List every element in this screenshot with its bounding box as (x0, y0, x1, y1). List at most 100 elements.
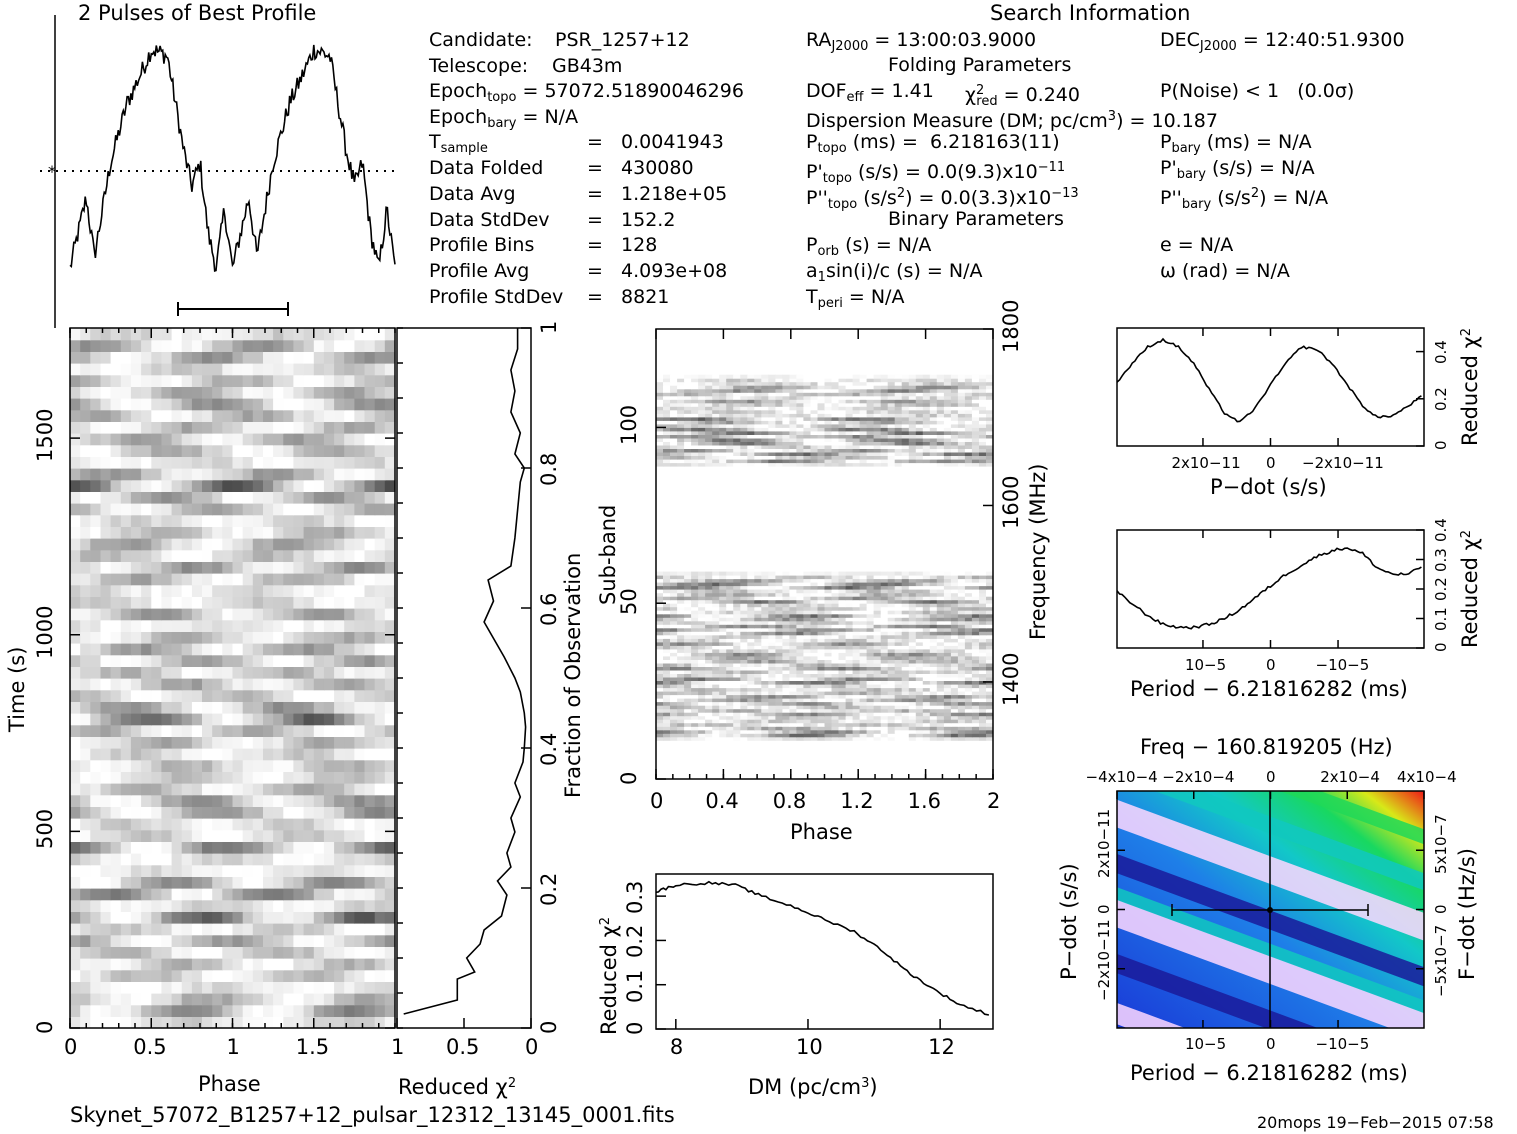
heatmap-cell (243, 573, 254, 585)
heatmap-cell (314, 1005, 325, 1017)
heatmap-cell (853, 438, 861, 442)
heatmap-cell (803, 663, 811, 667)
heatmap-cell (839, 702, 847, 706)
heatmap-cell (121, 573, 132, 585)
heatmap-cell (202, 468, 213, 480)
heatmap-cell (803, 607, 811, 611)
heatmap-cell (867, 420, 875, 424)
heatmap-cell (796, 431, 804, 435)
heatmap-cell (293, 433, 304, 445)
heatmap-cell (775, 600, 783, 604)
heatmap-cell (888, 424, 896, 428)
heatmap-cell (691, 610, 699, 614)
heatmap-cell (375, 725, 386, 737)
heatmap-cell (677, 593, 685, 597)
heatmap-cell (944, 656, 952, 660)
heatmap-cell (853, 610, 861, 614)
heatmap-cell (293, 795, 304, 807)
heatmap-cell (131, 515, 142, 527)
heatmap-cell (273, 818, 284, 830)
heatmap-cell (930, 417, 938, 421)
heatmap-cell (202, 841, 213, 853)
heatmap-cell (365, 433, 376, 445)
heatmap-cell (754, 723, 762, 727)
heatmap-cell (705, 445, 713, 449)
heatmap-cell (789, 716, 797, 720)
heatmap-cell (775, 642, 783, 646)
heatmap-cell (874, 733, 882, 737)
heatmap-cell (930, 719, 938, 723)
heatmap-cell (719, 712, 727, 716)
heatmap-cell (867, 638, 875, 642)
heatmap-cell (754, 427, 762, 431)
heatmap-cell (293, 678, 304, 690)
heatmap-cell (860, 424, 868, 428)
heatmap-cell (273, 410, 284, 422)
heatmap-cell (754, 652, 762, 656)
heatmap-cell (874, 420, 882, 424)
heatmap-cell (747, 719, 755, 723)
heatmap-cell (909, 586, 917, 590)
heatmap-cell (923, 695, 931, 699)
heatmap-cell (233, 433, 244, 445)
heatmap-cell (747, 642, 755, 646)
heatmap-cell (909, 726, 917, 730)
heatmap-cell (233, 736, 244, 748)
heatmap-cell (979, 723, 987, 727)
heatmap-cell (161, 993, 172, 1005)
heatmap-cell (354, 678, 365, 690)
heatmap-cell (70, 550, 81, 562)
heatmap-cell (825, 456, 833, 460)
heatmap-cell (670, 642, 678, 646)
heatmap-cell (825, 733, 833, 737)
heatmap-cell (754, 463, 762, 467)
heatmap-cell (141, 585, 152, 597)
heatmap-cell (670, 617, 678, 621)
heatmap-cell (712, 702, 720, 706)
heatmap-cell (733, 624, 741, 628)
heatmap-cell (789, 726, 797, 730)
heatmap-cell (825, 726, 833, 730)
heatmap-cell (222, 398, 233, 410)
heatmap-cell (161, 725, 172, 737)
heatmap-cell (740, 712, 748, 716)
heatmap-cell (761, 642, 769, 646)
heatmap-cell (930, 681, 938, 685)
heatmap-cell (151, 701, 162, 713)
heatmap-cell (151, 340, 162, 352)
heatmap-cell (874, 670, 882, 674)
heatmap-cell (111, 550, 122, 562)
heatmap-cell (768, 575, 776, 579)
heatmap-cell (684, 435, 692, 439)
heatmap-cell (881, 698, 889, 702)
heatmap-cell (895, 691, 903, 695)
heatmap-cell (90, 806, 101, 818)
heatmap-cell (747, 621, 755, 625)
heatmap-cell (811, 417, 819, 421)
heatmap-cell (860, 603, 868, 607)
heatmap-cell (698, 705, 706, 709)
heatmap-cell (222, 433, 233, 445)
heatmap-cell (663, 579, 671, 583)
heatmap-cell (909, 579, 917, 583)
heatmap-cell (895, 645, 903, 649)
heatmap-cell (151, 1016, 162, 1028)
heatmap-cell (172, 620, 183, 632)
heatmap-cell (775, 645, 783, 649)
heatmap-cell (958, 463, 966, 467)
heatmap-cell (233, 491, 244, 503)
heatmap-cell (832, 586, 840, 590)
heatmap-cell (832, 705, 840, 709)
heatmap-cell (698, 459, 706, 463)
heatmap-cell (853, 702, 861, 706)
heatmap-cell (860, 593, 868, 597)
heatmap-cell (761, 667, 769, 671)
heatmap-cell (243, 445, 254, 457)
heatmap-cell (656, 702, 664, 706)
heatmap-cell (202, 608, 213, 620)
heatmap-cell (101, 888, 112, 900)
heatmap-cell (923, 667, 931, 671)
heatmap-cell (111, 946, 122, 958)
heatmap-cell (141, 666, 152, 678)
heatmap-cell (754, 698, 762, 702)
